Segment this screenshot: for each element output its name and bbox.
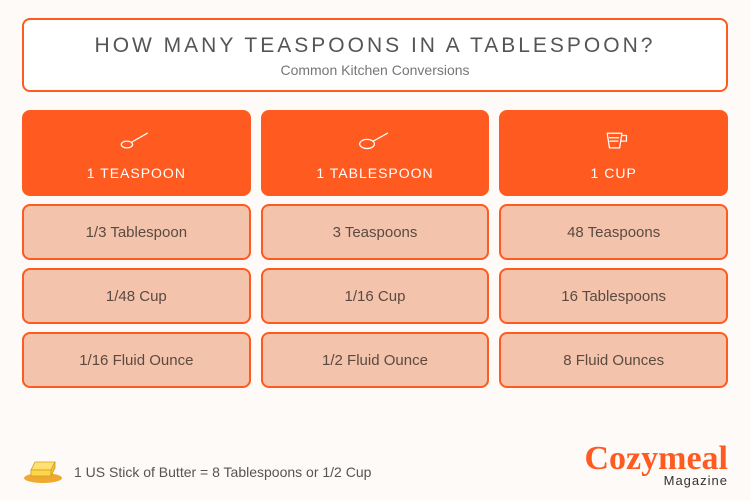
teaspoon-icon	[119, 126, 153, 157]
conversion-cell: 48 Teaspoons	[499, 204, 728, 260]
tablespoon-icon	[358, 126, 392, 157]
column-header-teaspoon: 1 TEASPOON	[22, 110, 251, 196]
conversion-cell: 1/3 Tablespoon	[22, 204, 251, 260]
conversion-cell: 1/16 Cup	[261, 268, 490, 324]
title-card: HOW MANY TEASPOONS IN A TABLESPOON? Comm…	[22, 18, 728, 92]
butter-note-text: 1 US Stick of Butter = 8 Tablespoons or …	[74, 464, 371, 480]
footer: 1 US Stick of Butter = 8 Tablespoons or …	[22, 444, 728, 488]
conversion-cell: 1/16 Fluid Ounce	[22, 332, 251, 388]
conversion-cell: 16 Tablespoons	[499, 268, 728, 324]
brand-logo: Cozymeal Magazine	[584, 444, 728, 488]
page-subtitle: Common Kitchen Conversions	[34, 62, 716, 78]
conversion-cell: 1/48 Cup	[22, 268, 251, 324]
butter-note: 1 US Stick of Butter = 8 Tablespoons or …	[22, 455, 371, 488]
column-header-label: 1 TABLESPOON	[316, 165, 433, 181]
cup-icon	[597, 126, 631, 157]
brand-name: Cozymeal	[584, 444, 728, 475]
page-title: HOW MANY TEASPOONS IN A TABLESPOON?	[34, 34, 716, 58]
conversion-cell: 3 Teaspoons	[261, 204, 490, 260]
butter-icon	[22, 455, 64, 488]
column-header-label: 1 TEASPOON	[87, 165, 186, 181]
conversion-cell: 8 Fluid Ounces	[499, 332, 728, 388]
column-header-cup: 1 CUP	[499, 110, 728, 196]
column-header-label: 1 CUP	[591, 165, 637, 181]
conversion-grid: 1 TEASPOON 1 TABLESPOON 1 CUP 1/3 Tables…	[22, 110, 728, 388]
column-header-tablespoon: 1 TABLESPOON	[261, 110, 490, 196]
conversion-cell: 1/2 Fluid Ounce	[261, 332, 490, 388]
